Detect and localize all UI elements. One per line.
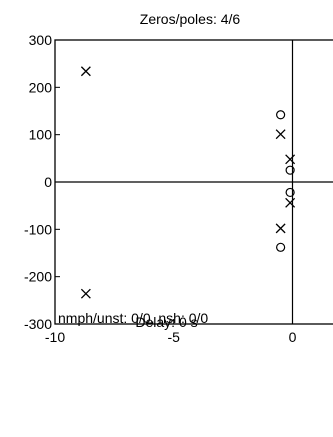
pole-marker (275, 223, 286, 234)
y-tick-label: -100 (24, 221, 52, 237)
pole-marker (80, 288, 91, 299)
stability-annotation: nmph/unst: 0/0, nsh: 0/0 (58, 310, 208, 326)
zero-marker (285, 187, 295, 198)
y-tick-label: -200 (24, 269, 52, 285)
zero-marker (285, 165, 295, 175)
pole-marker (275, 129, 286, 140)
pole-marker (285, 154, 296, 165)
x-tick-label: -10 (45, 329, 65, 345)
x-tick-label: -5 (168, 329, 181, 345)
chart-title: Zeros/poles: 4/6 (140, 11, 241, 27)
pole-marker (285, 197, 296, 208)
plot-marks (80, 66, 296, 299)
pole-marker (80, 66, 91, 77)
zero-marker (276, 110, 286, 120)
axes: 300 200 100 0 -100 -200 -300-10 -5 0 (24, 32, 333, 345)
delay-label: Delay: 0 s (135, 314, 198, 330)
y-tick-label: 200 (29, 79, 53, 95)
y-tick-label: -300 (24, 316, 52, 332)
y-tick-label: 0 (44, 174, 52, 190)
y-tick-label: 100 (29, 127, 53, 143)
y-tick-label: 300 (29, 32, 53, 48)
zero-marker (276, 242, 286, 252)
x-tick-label: 0 (289, 329, 297, 345)
